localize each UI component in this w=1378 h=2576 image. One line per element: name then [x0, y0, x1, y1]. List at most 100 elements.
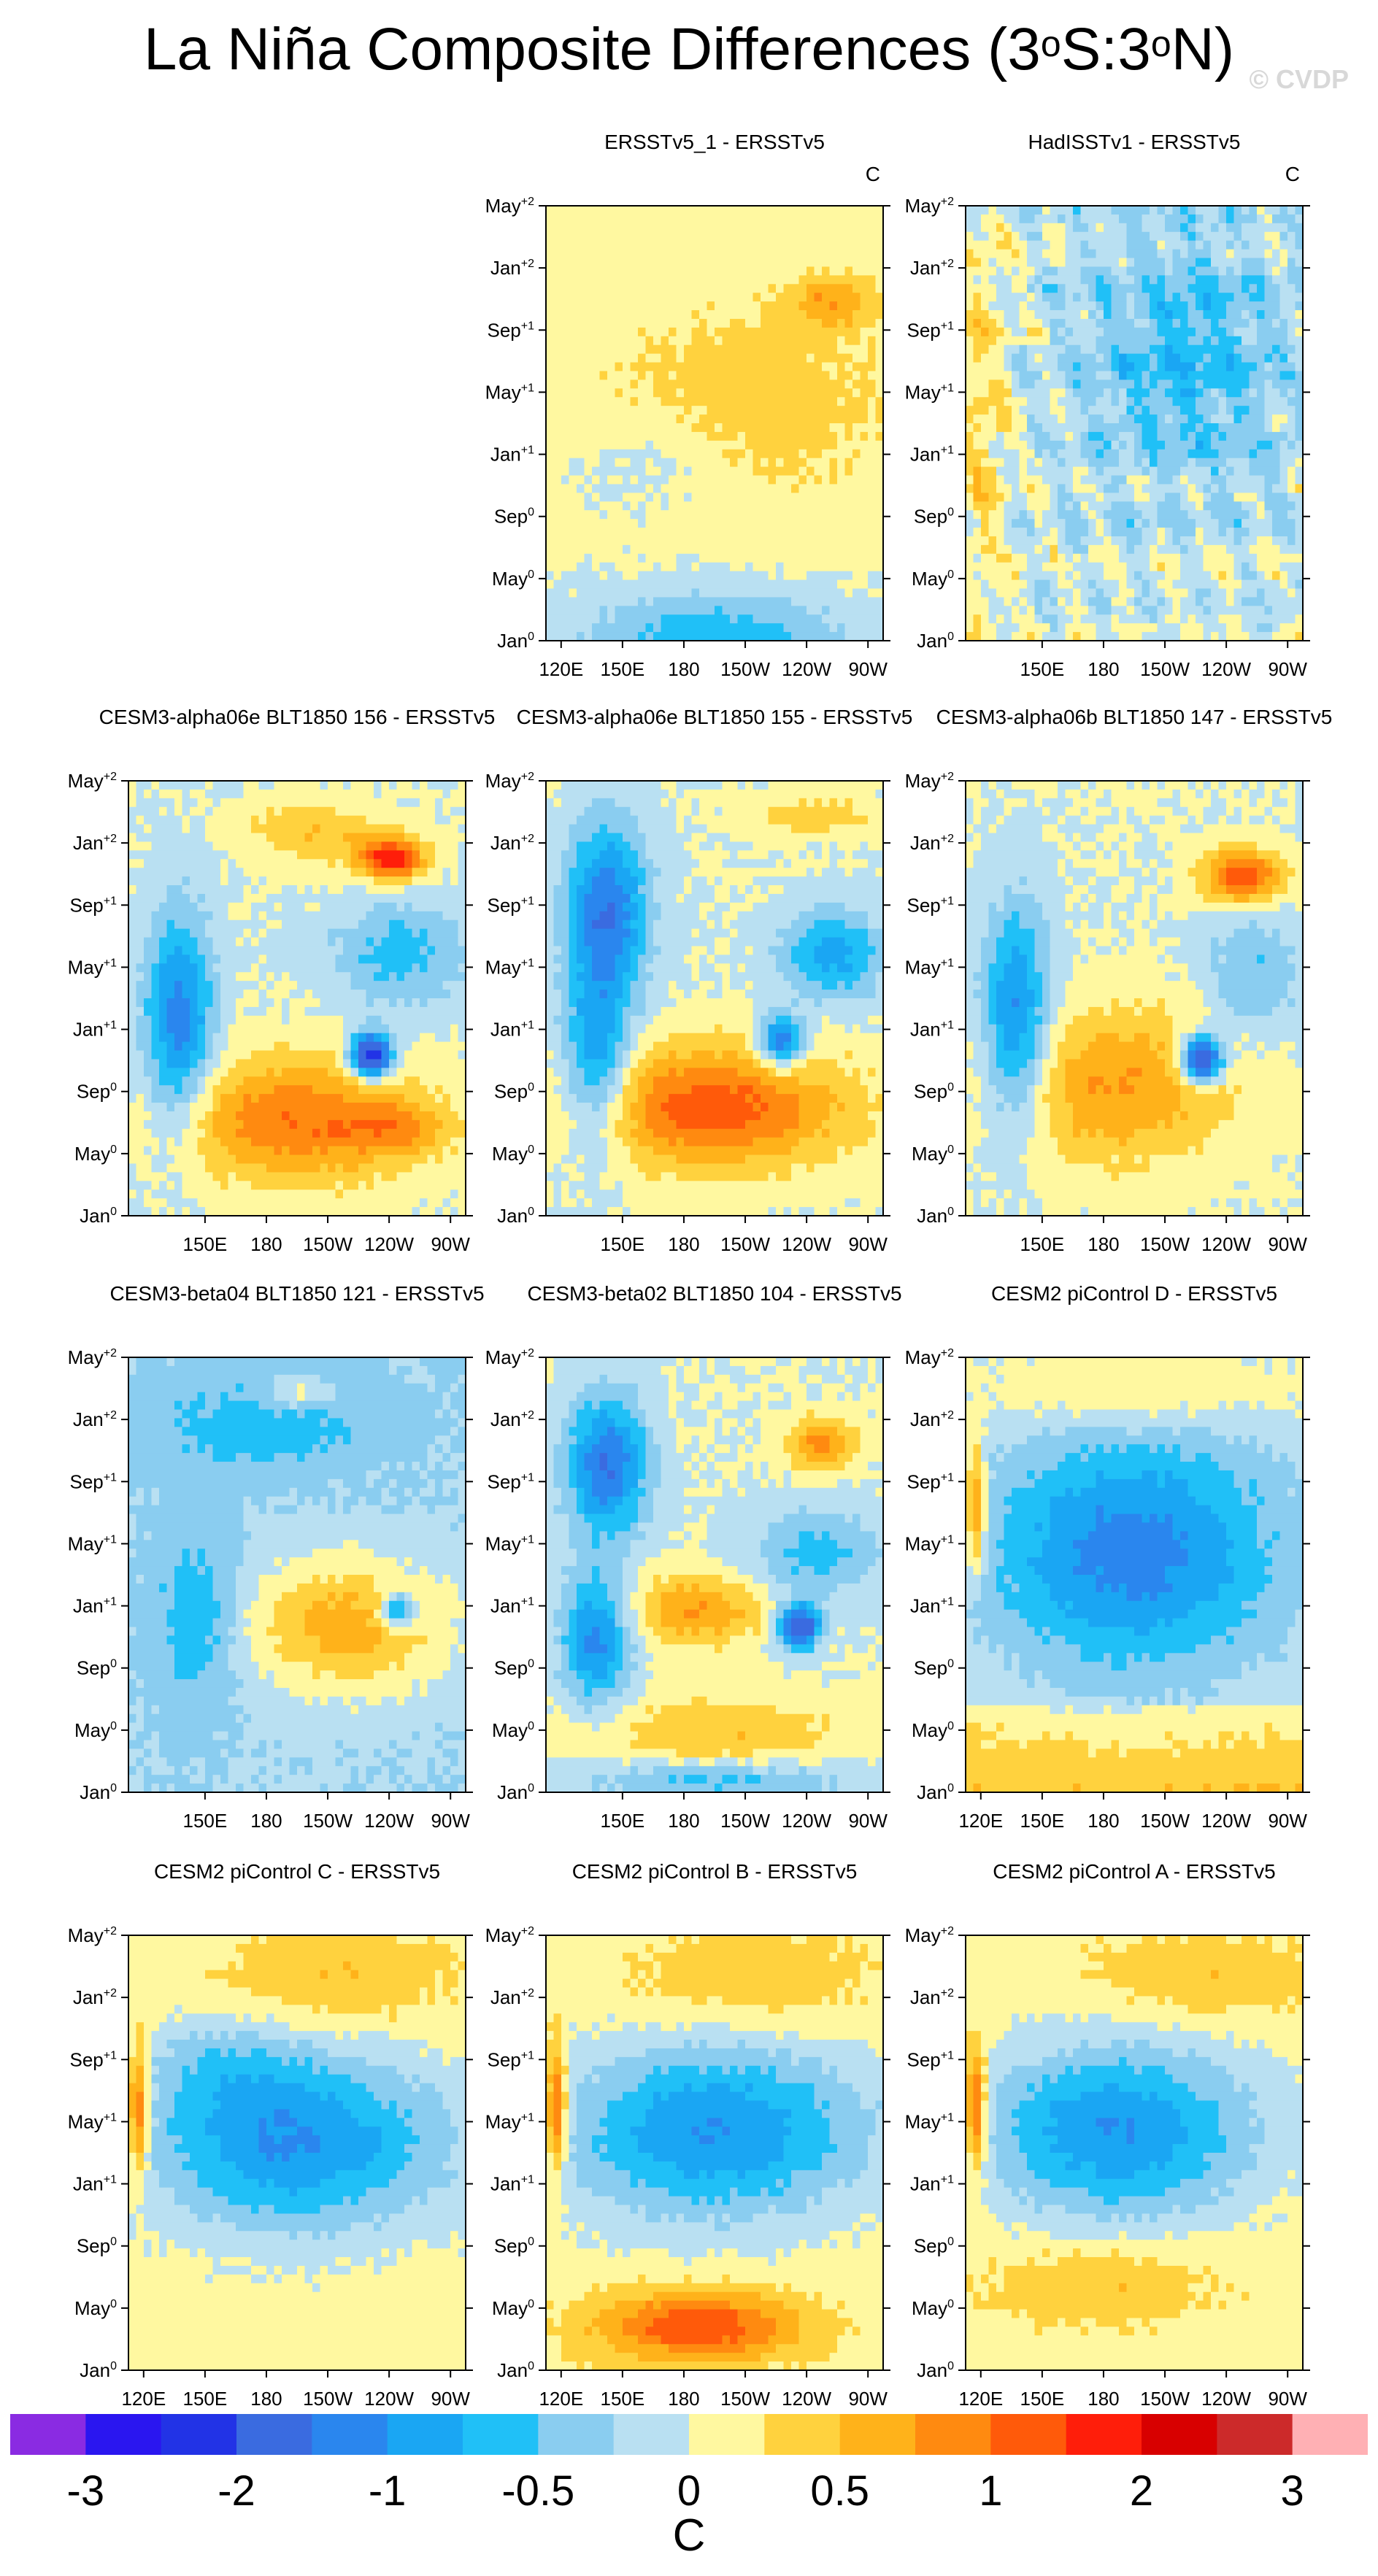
contour-cell [730, 614, 739, 624]
contour-cell [822, 466, 831, 477]
contour-cell [607, 379, 616, 389]
contour-cell [174, 1207, 183, 1216]
contour-cell [1058, 301, 1066, 311]
contour-cell [599, 336, 608, 346]
contour-cell [988, 406, 997, 415]
contour-cell [860, 553, 869, 563]
contour-cell [577, 414, 585, 424]
contour-cell [1096, 414, 1104, 424]
contour-cell [197, 919, 206, 930]
contour-cell [546, 553, 555, 563]
contour-cell [807, 249, 815, 259]
contour-cell [1165, 423, 1174, 433]
contour-cell [691, 475, 700, 485]
contour-cell [1104, 440, 1112, 450]
contour-cell [1172, 493, 1181, 502]
contour-cell [860, 431, 869, 441]
contour-cell [1196, 371, 1204, 380]
contour-cell [1287, 353, 1296, 363]
contour-cell [791, 371, 800, 380]
contour-cell [1080, 284, 1089, 293]
contour-cell [791, 388, 800, 398]
contour-cell [190, 1119, 199, 1130]
contour-cell [645, 301, 654, 311]
y-tick-month: May [905, 195, 941, 217]
contour-cell [798, 406, 807, 415]
contour-cell [684, 388, 693, 398]
contour-cell [768, 501, 777, 511]
contour-cell [1172, 318, 1181, 328]
contour-cell [569, 388, 577, 398]
contour-cell [807, 553, 815, 563]
contour-cell [645, 510, 654, 520]
contour-cell [151, 1103, 160, 1112]
contour-cell [822, 493, 831, 502]
contour-cell [783, 484, 792, 493]
contour-cell [144, 815, 153, 825]
contour-cell [577, 553, 585, 563]
contour-cell [837, 379, 846, 389]
contour-cell [561, 510, 570, 520]
contour-cell [1242, 614, 1250, 624]
contour-cell [973, 275, 982, 285]
contour-cell [1211, 501, 1220, 511]
contour-cell [599, 475, 608, 485]
contour-cell [1004, 258, 1012, 268]
contour-cell [1080, 344, 1089, 355]
contour-cell [1080, 249, 1089, 259]
contour-cell [1080, 475, 1089, 485]
contour-cell [875, 327, 884, 337]
contour-cell [676, 544, 685, 555]
contour-cell [623, 597, 631, 606]
contour-cell [1134, 214, 1143, 224]
contour-cell [1242, 519, 1250, 528]
contour-cell [973, 231, 982, 242]
contour-cell [1042, 431, 1051, 441]
contour-cell [1172, 614, 1181, 624]
contour-cell [1050, 544, 1058, 555]
contour-cell [1088, 632, 1097, 641]
contour-cell [1211, 571, 1220, 581]
contour-cell [577, 318, 585, 328]
contour-cell [1218, 588, 1227, 598]
contour-cell [791, 353, 800, 363]
contour-cell [623, 475, 631, 485]
contour-cell [1050, 449, 1058, 459]
contour-cell [1119, 266, 1128, 276]
contour-cell [1188, 275, 1196, 285]
contour-cell [553, 449, 562, 459]
contour-cell [1126, 475, 1135, 485]
contour-cell [1104, 249, 1112, 259]
contour-cell [151, 928, 160, 938]
contour-cell [875, 423, 884, 433]
contour-cell [676, 632, 685, 641]
contour-cell [1119, 397, 1128, 406]
contour-cell [1111, 501, 1120, 511]
contour-cell [1287, 606, 1296, 615]
contour-cell [136, 981, 145, 990]
contour-cell [553, 501, 562, 511]
contour-cell [144, 902, 153, 912]
contour-cell [623, 440, 631, 450]
contour-cell [197, 876, 206, 886]
contour-cell [852, 406, 861, 415]
contour-cell [1272, 475, 1281, 485]
contour-cell [1019, 293, 1028, 302]
contour-cell [1080, 431, 1089, 441]
contour-cell [1126, 501, 1135, 511]
contour-cell [996, 493, 1005, 502]
contour-cell [1233, 284, 1242, 293]
contour-cell [1157, 206, 1166, 215]
contour-cell [988, 231, 997, 242]
contour-cell [166, 1111, 175, 1121]
contour-cell [814, 553, 823, 563]
contour-cell [1012, 614, 1020, 624]
contour-cell [1203, 544, 1212, 555]
contour-cell [1073, 258, 1082, 268]
contour-cell [653, 258, 662, 268]
contour-cell [829, 353, 838, 363]
contour-cell [1150, 458, 1158, 468]
contour-cell [1088, 553, 1097, 563]
contour-cell [553, 614, 562, 624]
contour-cell [1295, 301, 1304, 311]
